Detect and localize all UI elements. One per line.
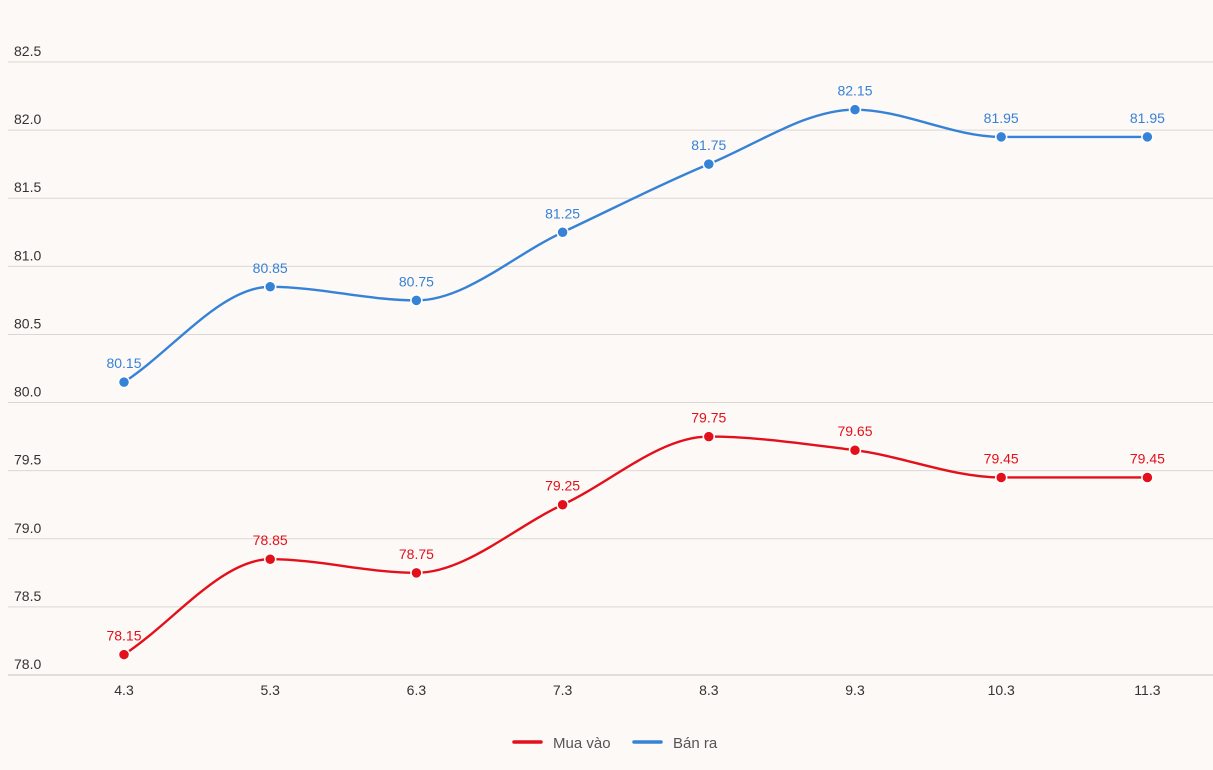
data-label-sell: 80.85 <box>253 260 288 276</box>
x-tick-label: 5.3 <box>260 682 280 698</box>
y-tick-label: 80.0 <box>14 384 41 400</box>
data-point-sell[interactable] <box>702 157 716 171</box>
data-point-buy[interactable] <box>994 471 1008 484</box>
data-label-sell: 80.75 <box>399 273 434 289</box>
y-tick-label: 81.5 <box>14 179 41 195</box>
y-tick-label: 78.5 <box>14 588 41 604</box>
legend-label-sell[interactable]: Bán ra <box>673 735 718 752</box>
data-label-buy: 79.25 <box>545 478 580 494</box>
data-point-buy[interactable] <box>556 498 569 511</box>
data-label-sell: 80.15 <box>106 355 141 371</box>
y-tick-label: 80.5 <box>14 315 41 331</box>
data-label-buy: 79.75 <box>691 410 726 426</box>
data-point-sell[interactable] <box>410 294 423 307</box>
data-point-sell[interactable] <box>1141 130 1154 144</box>
x-tick-label: 4.3 <box>114 682 134 698</box>
data-label-sell: 81.75 <box>691 137 726 153</box>
data-label-buy: 78.75 <box>399 546 434 562</box>
x-tick-label: 10.3 <box>988 682 1015 698</box>
y-tick-label: 78.0 <box>14 656 41 672</box>
x-tick-label: 9.3 <box>845 682 865 698</box>
data-label-sell: 82.15 <box>837 83 872 99</box>
y-tick-label: 81.0 <box>14 247 41 263</box>
data-point-buy[interactable] <box>848 443 862 457</box>
series-line-sell <box>122 108 1149 384</box>
data-label-buy: 79.65 <box>837 423 872 439</box>
data-point-buy[interactable] <box>410 566 423 580</box>
data-label-sell: 81.95 <box>1130 110 1165 126</box>
data-label-buy: 79.45 <box>1130 450 1165 466</box>
x-tick-label: 11.3 <box>1134 682 1160 698</box>
data-label-buy: 78.85 <box>253 532 288 548</box>
x-tick-label: 6.3 <box>407 682 427 698</box>
data-label-sell: 81.25 <box>545 205 580 221</box>
data-label-buy: 79.45 <box>984 450 1019 466</box>
legend: Mua vào Bán ra <box>512 735 718 752</box>
data-label-sell: 81.95 <box>984 110 1019 126</box>
x-tick-label: 8.3 <box>699 682 719 698</box>
data-point-sell[interactable] <box>556 226 569 239</box>
legend-label-buy[interactable]: Mua vào <box>553 735 611 752</box>
data-point-buy[interactable] <box>702 430 716 443</box>
data-label-buy: 78.15 <box>106 628 141 644</box>
data-point-buy[interactable] <box>263 552 277 566</box>
x-tick-label: 7.3 <box>553 682 573 698</box>
data-point-sell[interactable] <box>848 103 862 116</box>
data-point-sell[interactable] <box>994 130 1008 144</box>
series-line-buy <box>122 435 1149 656</box>
data-point-sell[interactable] <box>263 280 277 294</box>
y-tick-label: 79.5 <box>14 452 41 468</box>
data-point-buy[interactable] <box>117 648 131 661</box>
y-tick-label: 82.5 <box>14 43 41 59</box>
data-point-sell[interactable] <box>117 375 131 389</box>
y-tick-label: 79.0 <box>14 520 41 536</box>
data-point-buy[interactable] <box>1141 471 1154 484</box>
y-tick-label: 82.0 <box>14 111 41 127</box>
